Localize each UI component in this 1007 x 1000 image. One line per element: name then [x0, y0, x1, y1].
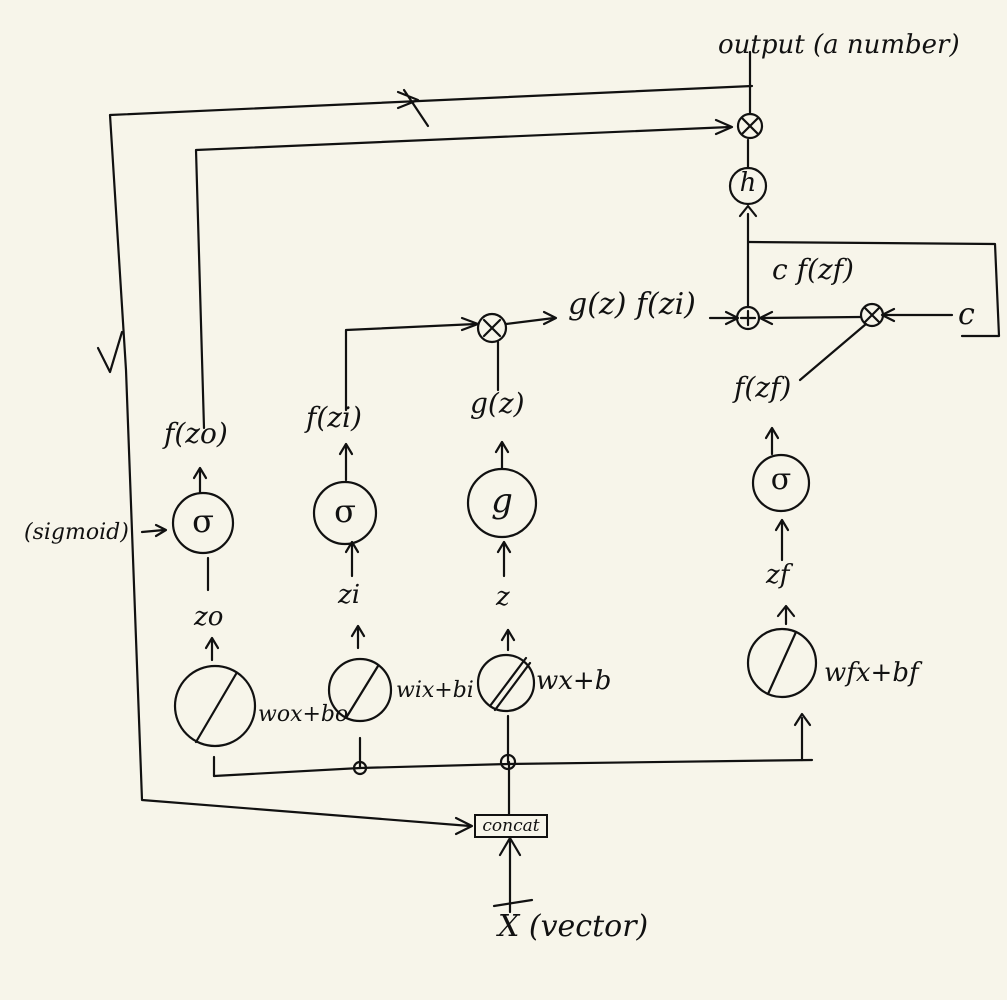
sigmoid-label: (sigmoid) — [24, 522, 129, 544]
product-label: g(z) f(zi) — [568, 290, 696, 320]
f-zo-label: f(zo) — [164, 420, 228, 448]
sigma-symbol-f: σ — [763, 465, 799, 495]
h-symbol: h — [732, 170, 764, 196]
sigma-symbol-o: σ — [185, 505, 221, 537]
wo-node — [175, 666, 255, 746]
concat-box: concat — [474, 814, 548, 838]
recurrent-loop — [110, 86, 752, 826]
mult-input-gate-x — [484, 320, 500, 336]
adder-plus — [741, 311, 755, 325]
fzi-to-mult — [346, 324, 476, 410]
g-z-label: g(z) — [470, 390, 525, 418]
sigmoid-pointer — [142, 530, 164, 532]
wf-label: wfx+bf — [824, 660, 919, 686]
recurrent-arrow — [398, 90, 428, 126]
fzf-to-forget-mult — [800, 324, 866, 380]
f-zi-label: f(zi) — [306, 404, 362, 432]
wi-node-slash — [346, 666, 378, 718]
fzo-to-output-mult — [196, 127, 730, 428]
wf-node-slash — [768, 632, 796, 694]
g-symbol: g — [484, 484, 520, 518]
zi-label: zi — [338, 582, 360, 608]
zf-label: zf — [766, 562, 789, 588]
c-fzf-label: c f(zf) — [772, 256, 854, 284]
mult-output-gate-x — [742, 118, 758, 134]
sigma-symbol-i: σ — [327, 495, 363, 527]
cfzf-to-adder — [760, 317, 860, 318]
c-label: c — [958, 300, 975, 330]
w-label: wx+b — [536, 668, 611, 694]
f-zf-label: f(zf) — [734, 374, 791, 402]
wo-label: wox+bo — [258, 704, 348, 726]
output-label: output (a number) — [718, 32, 960, 58]
zo-label: zo — [194, 604, 223, 630]
wi-label: wix+bi — [396, 680, 474, 702]
mult-forget-gate-x — [865, 308, 879, 322]
z-label: z — [496, 584, 510, 610]
input-arrow-tail — [494, 900, 532, 906]
w-node-slash — [490, 658, 526, 706]
input-label: X (vector) — [498, 912, 648, 942]
recurrent-down-head — [98, 332, 122, 372]
wo-node-slash — [196, 674, 236, 742]
